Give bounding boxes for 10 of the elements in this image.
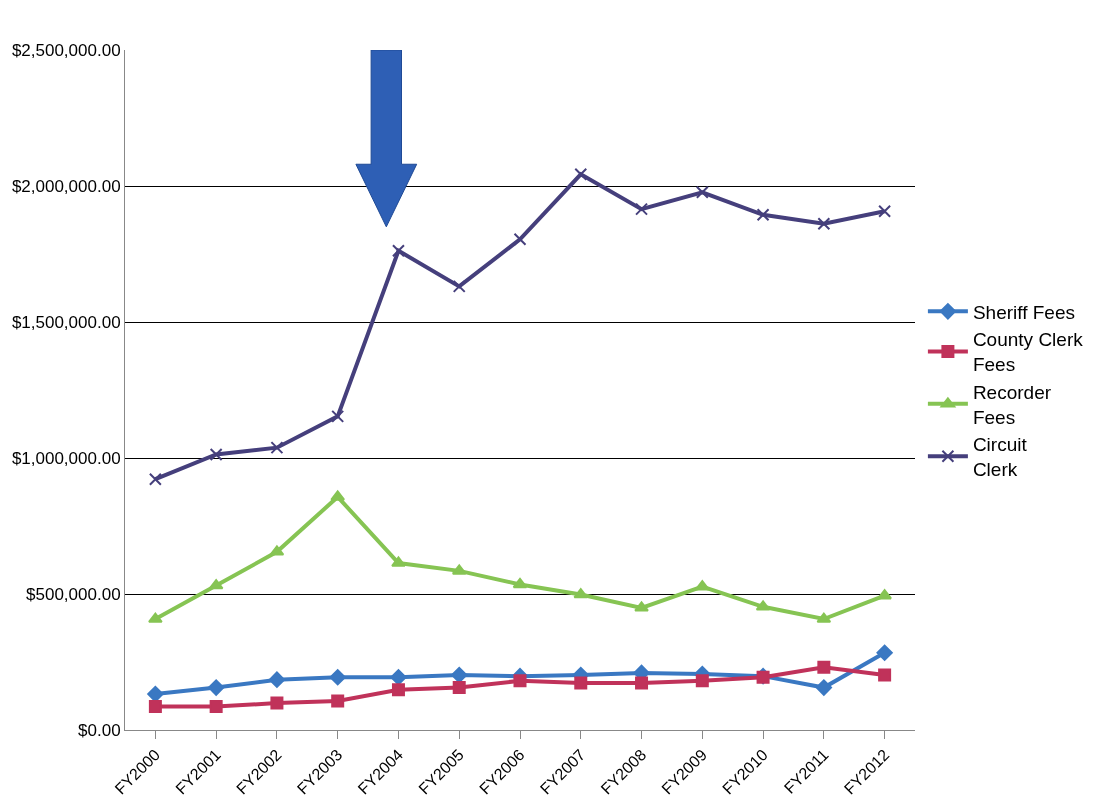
y-tick-label: $2,500,000.00 — [11, 40, 121, 60]
y-tick-label: $0.00 — [78, 720, 121, 740]
y-tick-label: $1,500,000.00 — [11, 312, 121, 332]
legend-label: Circuit Clerk — [972, 434, 1028, 480]
y-tick-label: $1,000,000.00 — [11, 448, 121, 468]
y-tick-label: $2,000,000.00 — [11, 176, 121, 196]
legend-label: Sheriff Fees — [972, 301, 1075, 323]
legend-label: County Clerk Fees — [972, 329, 1084, 376]
legend-label: Recorder Fees — [972, 381, 1052, 428]
y-tick-label: $500,000.00 — [26, 584, 121, 604]
